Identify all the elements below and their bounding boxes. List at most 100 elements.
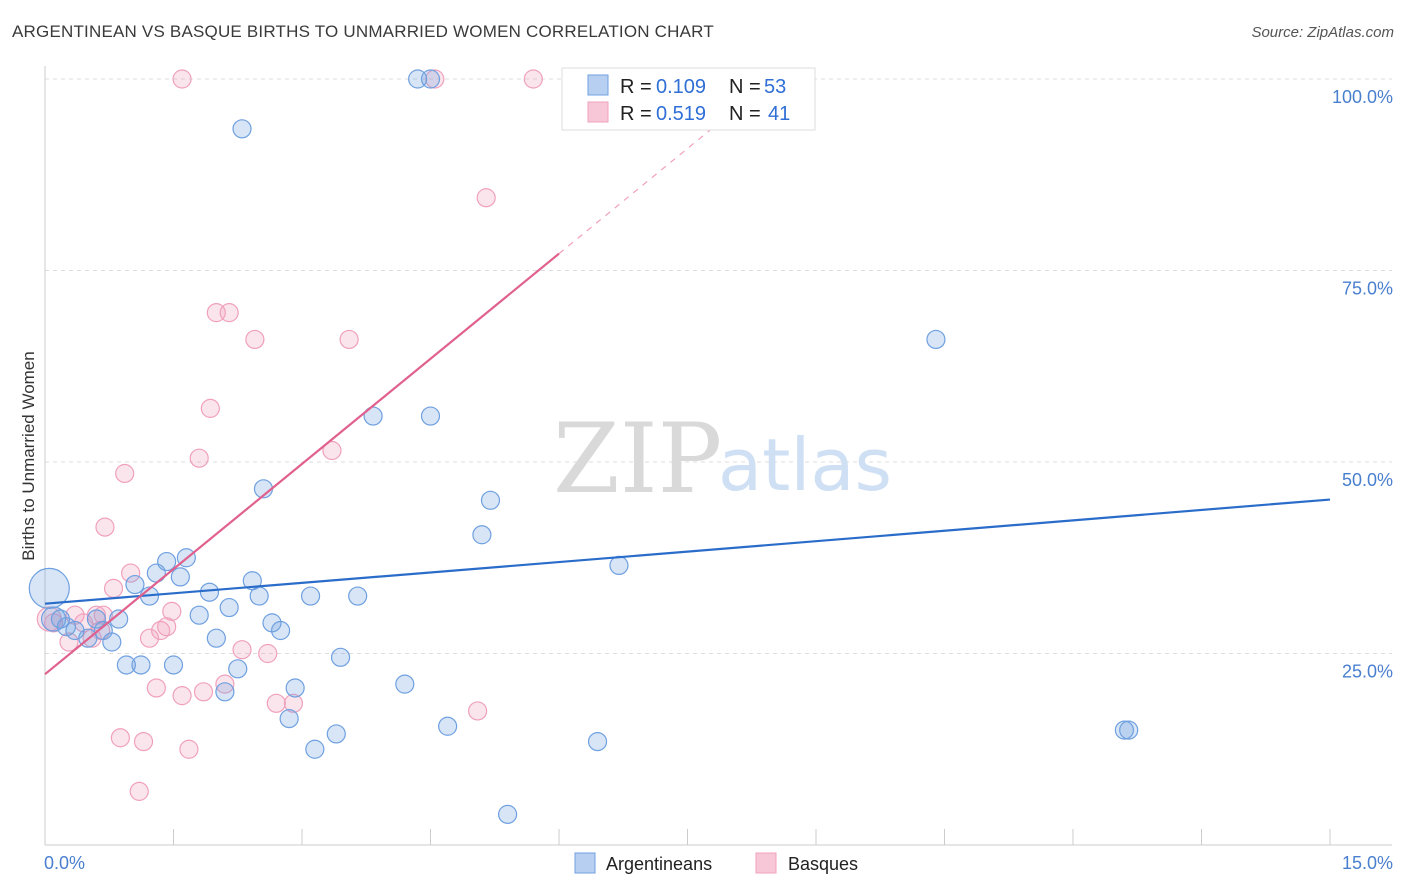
series-legend: Argentineans Basques	[574, 852, 858, 874]
argentineans-point	[102, 632, 122, 652]
basques-point	[189, 448, 209, 468]
argentineans-point	[249, 586, 269, 606]
y-tick-label: 100.0%	[1332, 87, 1393, 107]
argentineans-point	[395, 674, 415, 694]
bottom-legend-swatch-basques	[755, 852, 777, 874]
argentineans-point	[131, 655, 151, 675]
watermark: ZIP atlas	[553, 403, 892, 515]
legend-n-label-argentineans: N =	[729, 76, 761, 98]
argentineans-point	[40, 606, 67, 632]
argentineans-point	[279, 709, 299, 729]
y-tick-label: 25.0%	[1342, 662, 1393, 682]
argentineans-point	[116, 655, 136, 675]
basques-point	[179, 739, 199, 759]
argentineans-point	[498, 804, 518, 824]
legend-r-label-argentineans: R =	[620, 76, 652, 98]
basques-point	[121, 563, 141, 583]
y-tick-labels: 25.0% 50.0% 75.0% 100.0%	[1332, 87, 1393, 682]
basques-point	[266, 693, 286, 713]
basques-point	[322, 440, 342, 461]
x-tick-label: 15.0%	[1342, 853, 1393, 873]
argentineans-point	[326, 724, 346, 744]
basques-point	[172, 686, 192, 706]
basques-point	[59, 632, 79, 652]
argentineans-point	[472, 525, 492, 545]
argentineans-point	[189, 605, 209, 625]
basques-point	[258, 643, 278, 664]
argentineans-point	[109, 609, 129, 629]
argentineans-point	[420, 69, 441, 89]
basques-point	[476, 188, 496, 208]
bottom-legend-basques: Basques	[788, 854, 858, 874]
argentineans-point	[163, 655, 184, 675]
argentineans-point	[285, 678, 305, 698]
argentineans-point	[215, 682, 235, 702]
basques-point	[129, 781, 149, 801]
argentineans-point	[348, 586, 368, 606]
legend-n-value-basques: 41	[768, 103, 790, 125]
argentineans-point	[228, 659, 248, 679]
argentineans-point	[300, 586, 321, 606]
basques-point	[200, 398, 220, 418]
chart-title: ARGENTINEAN VS BASQUE BIRTHS TO UNMARRIE…	[12, 22, 714, 41]
basques-point	[425, 69, 445, 89]
argentineans-point	[1119, 720, 1139, 740]
basques-point	[162, 601, 182, 621]
axes	[44, 66, 1392, 846]
basques-point	[172, 69, 192, 89]
basques-point	[215, 674, 235, 694]
legend-n-value-argentineans: 53	[764, 76, 786, 98]
basques-trend-extension	[558, 113, 731, 255]
basques-point	[523, 69, 543, 89]
argentineans-point	[587, 731, 608, 752]
basques-point	[95, 517, 115, 537]
basques-point	[283, 693, 304, 713]
basques-point	[219, 303, 239, 323]
argentineans-point	[86, 609, 107, 629]
argentineans-point	[157, 551, 177, 572]
argentineans-point	[125, 574, 145, 595]
basques-point	[110, 728, 130, 748]
basques-point	[232, 640, 252, 660]
watermark-zip: ZIP	[553, 403, 722, 515]
source-label: Source: ZipAtlas.com	[1251, 24, 1394, 41]
argentineans-point	[50, 609, 71, 629]
legend-n-label-basques: N =	[729, 103, 761, 125]
correlation-legend: R = 0.109 N = 53 R = 0.519 N = 41	[561, 67, 816, 131]
basques-point	[245, 329, 265, 350]
trend-lines	[44, 113, 1331, 676]
basques-trend-line	[44, 252, 560, 676]
argentineans-point	[305, 739, 325, 759]
argentineans-point	[170, 567, 190, 587]
argentineans-point	[219, 597, 239, 618]
legend-swatch-argentineans	[587, 74, 609, 96]
argentineans-point	[232, 119, 252, 139]
argentineans-point	[926, 329, 946, 350]
basques-point	[139, 628, 160, 648]
legend-r-value-basques: 0.519	[656, 103, 706, 125]
argentineans-point	[206, 628, 226, 648]
argentineans-point	[438, 716, 458, 736]
basques-point	[468, 701, 488, 721]
grid-lines	[45, 78, 1392, 654]
y-tick-label: 50.0%	[1342, 470, 1393, 490]
legend-r-value-argentineans: 0.109	[656, 76, 706, 98]
argentineans-point	[420, 406, 441, 426]
basques-point	[157, 617, 177, 637]
y-tick-label: 75.0%	[1342, 279, 1393, 299]
x-tick-label: 0.0%	[44, 853, 85, 873]
argentineans-point	[330, 647, 351, 667]
basques-point	[146, 678, 166, 698]
argentineans-point	[1114, 720, 1135, 740]
basques-point	[115, 463, 135, 484]
legend-r-label-basques: R =	[620, 103, 652, 125]
argentineans-point	[270, 620, 291, 641]
argentineans-point	[480, 490, 501, 510]
x-tick-labels: 0.0% 15.0%	[44, 853, 1393, 873]
legend-swatch-basques	[587, 101, 609, 123]
basques-point	[193, 682, 214, 702]
basques-point	[103, 578, 124, 598]
argentineans-point	[199, 582, 220, 602]
bottom-legend-argentineans: Argentineans	[606, 854, 712, 874]
